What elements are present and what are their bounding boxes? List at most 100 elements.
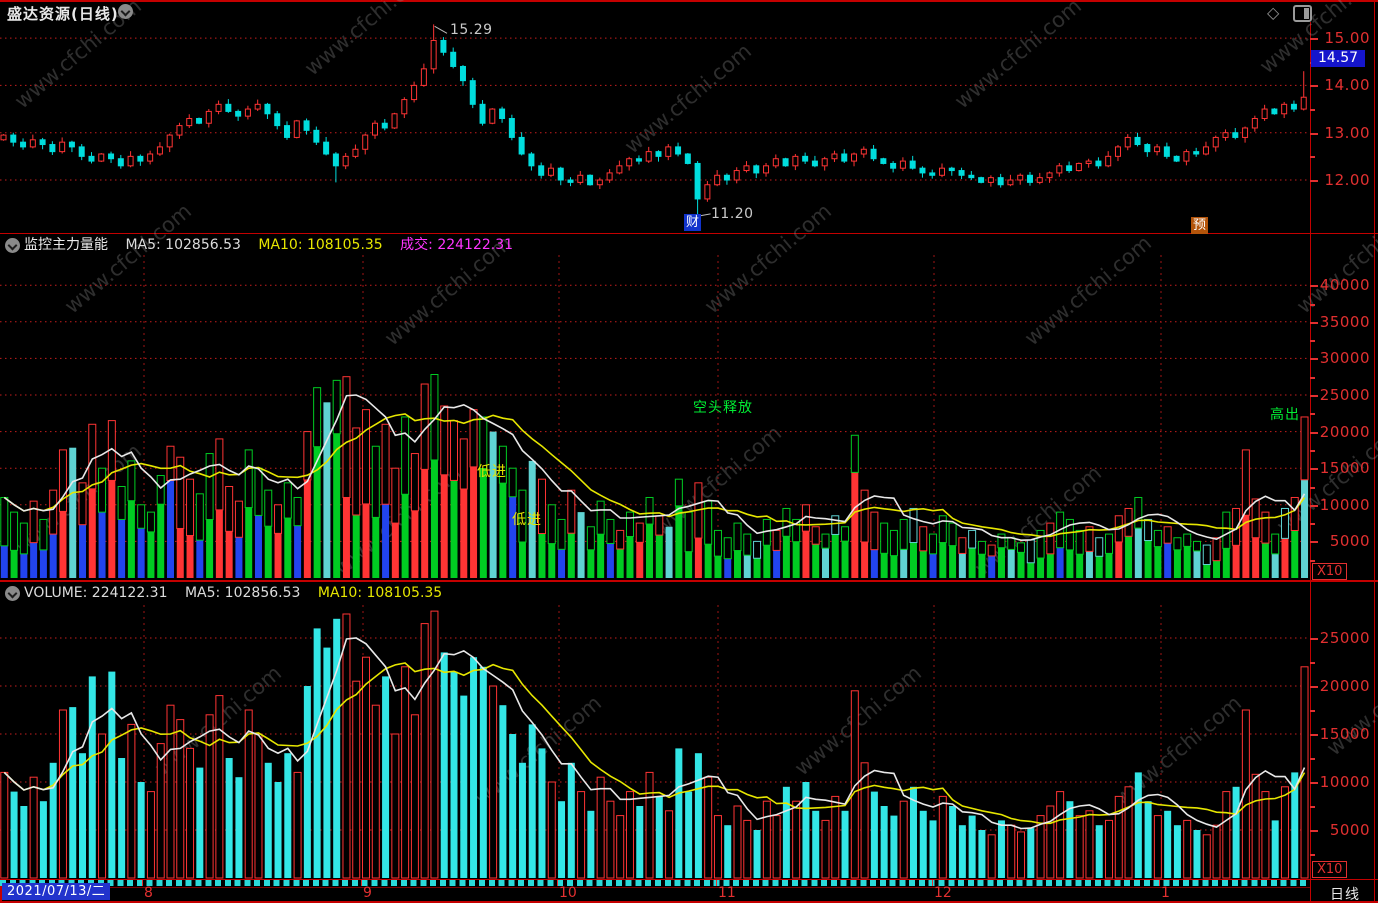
y-axis-tick: 5000	[1329, 532, 1370, 551]
volume-chart-canvas[interactable]	[0, 605, 1312, 879]
axis-tick-mark	[1310, 486, 1315, 489]
axis-tick-mark	[1310, 638, 1318, 640]
axis-tick-mark	[1310, 854, 1315, 856]
volume-ma10-value: MA10: 108105.35	[317, 585, 443, 601]
axis-tick-mark	[1310, 321, 1318, 324]
axis-tick-mark	[1310, 38, 1318, 41]
date-left-mark	[0, 881, 2, 901]
axis-tick-mark	[1310, 523, 1315, 526]
axis-tick-mark	[1310, 734, 1318, 736]
volume-value: VOLUME: 224122.31	[24, 585, 168, 601]
xaxis-mid-line	[0, 887, 1310, 888]
month-tick-mark	[361, 880, 362, 886]
chevron-down-icon[interactable]	[118, 4, 133, 19]
title-bar: 盛达资源(日线) ◇	[0, 0, 1378, 23]
axis-tick-mark	[1310, 806, 1315, 808]
mf-ma5-value: MA5: 102856.53	[125, 237, 241, 253]
mf-annotation-2: 低进	[512, 512, 542, 528]
axis-tick-mark	[1310, 85, 1318, 88]
event-badge-cai[interactable]: 财	[684, 214, 701, 231]
month-tick-mark	[1159, 880, 1160, 886]
last-price-tag: 14.57	[1311, 49, 1365, 67]
chevron-down-icon[interactable]	[5, 586, 20, 601]
volume-ma5-value: MA5: 102856.53	[184, 585, 301, 601]
axis-tick-mark	[1310, 468, 1318, 471]
page-title: 盛达资源(日线)	[7, 5, 119, 23]
axis-tick-mark	[1310, 156, 1315, 159]
y-axis-tick: 10000	[1319, 495, 1370, 514]
axis-tick-mark	[1310, 303, 1315, 306]
mf-panel-title: 监控主力量能	[24, 237, 108, 253]
y-axis-tick: 15000	[1319, 459, 1370, 478]
volume-panel-header: VOLUME: 224122.31 MA5: 102856.53 MA10: 1…	[0, 584, 442, 603]
axis-tick-mark	[1310, 132, 1318, 135]
month-label: 9	[363, 885, 372, 901]
y-axis-tick: 14.00	[1324, 76, 1370, 95]
y-axis-tick: 13.00	[1324, 123, 1370, 142]
axis-tick-mark	[1310, 830, 1318, 832]
xaxis-top-line	[0, 879, 1378, 880]
month-tick-mark	[557, 880, 558, 886]
axis-tick-mark	[1310, 358, 1318, 361]
right-edge-line	[1374, 0, 1375, 903]
axis-tick-mark	[1310, 504, 1318, 507]
month-tick-mark	[716, 880, 717, 886]
axis-tick-mark	[1310, 559, 1315, 562]
axis-tick-mark	[1310, 395, 1318, 397]
month-label: 10	[559, 885, 577, 901]
axis-tick-mark	[1310, 109, 1315, 112]
axis-tick-mark	[1310, 376, 1315, 379]
axis-tick-mark	[1310, 782, 1318, 784]
trough-price-annotation: 11.20	[711, 206, 754, 222]
mf-turnover-value: 成交: 224122.31	[400, 237, 514, 253]
volume-axis-multiplier: X10	[1312, 861, 1348, 878]
y-axis-tick: 30000	[1319, 349, 1370, 368]
axis-vertical-line	[1310, 22, 1311, 902]
chevron-down-icon[interactable]	[5, 238, 20, 253]
mf-axis-multiplier: X10	[1312, 563, 1348, 580]
mf-panel-header: 监控主力量能 MA5: 102856.53 MA10: 108105.35 成交…	[0, 236, 513, 255]
price-chart-canvas[interactable]	[0, 22, 1312, 233]
panel-layout-icon[interactable]	[1293, 5, 1312, 22]
diamond-icon[interactable]: ◇	[1267, 3, 1280, 22]
y-axis-tick: 40000	[1319, 276, 1370, 295]
month-label: 12	[934, 885, 952, 901]
y-axis-tick: 5000	[1329, 821, 1370, 839]
y-axis-tick: 15000	[1319, 725, 1370, 743]
month-tick-mark	[142, 880, 143, 886]
axis-tick-mark	[1310, 710, 1315, 712]
axis-tick-mark	[1310, 340, 1315, 343]
axis-tick-mark	[1310, 180, 1318, 182]
bar-base-tick-strip	[0, 880, 1310, 886]
y-axis-tick: 12.00	[1324, 171, 1370, 189]
mf-ma10-value: MA10: 108105.35	[258, 237, 383, 253]
mf-annotation-0: 空头释放	[693, 400, 753, 416]
month-tick-mark	[932, 880, 933, 886]
mf-volume-chart-canvas[interactable]	[0, 255, 1312, 580]
peak-price-annotation: 15.29	[450, 22, 493, 38]
axis-tick-mark	[1310, 541, 1318, 544]
y-axis-tick: 35000	[1319, 312, 1370, 331]
y-axis-tick: 20000	[1319, 422, 1370, 441]
axis-tick-mark	[1310, 758, 1315, 760]
panel-divider-1	[0, 233, 1378, 234]
panel-divider-2	[0, 580, 1378, 582]
axis-tick-mark	[1310, 449, 1315, 452]
y-axis-tick: 25000	[1319, 386, 1370, 404]
y-axis-tick: 10000	[1319, 773, 1370, 791]
month-label: 1	[1161, 885, 1170, 901]
event-badge-yu[interactable]: 预	[1191, 217, 1208, 234]
y-axis-tick: 20000	[1319, 677, 1370, 695]
axis-tick-mark	[1310, 285, 1318, 288]
y-axis-tick: 15.00	[1324, 29, 1370, 48]
axis-tick-mark	[1310, 686, 1318, 688]
y-axis-tick: 25000	[1319, 629, 1370, 647]
top-border	[0, 0, 1378, 2]
mf-annotation-3: 高出	[1270, 407, 1300, 423]
axis-tick-mark	[1310, 431, 1318, 434]
axis-tick-mark	[1310, 413, 1315, 416]
month-label: 8	[144, 885, 153, 901]
period-label[interactable]: 日线	[1330, 887, 1360, 903]
first-date-label[interactable]: 2021/07/13/二	[2, 883, 111, 900]
